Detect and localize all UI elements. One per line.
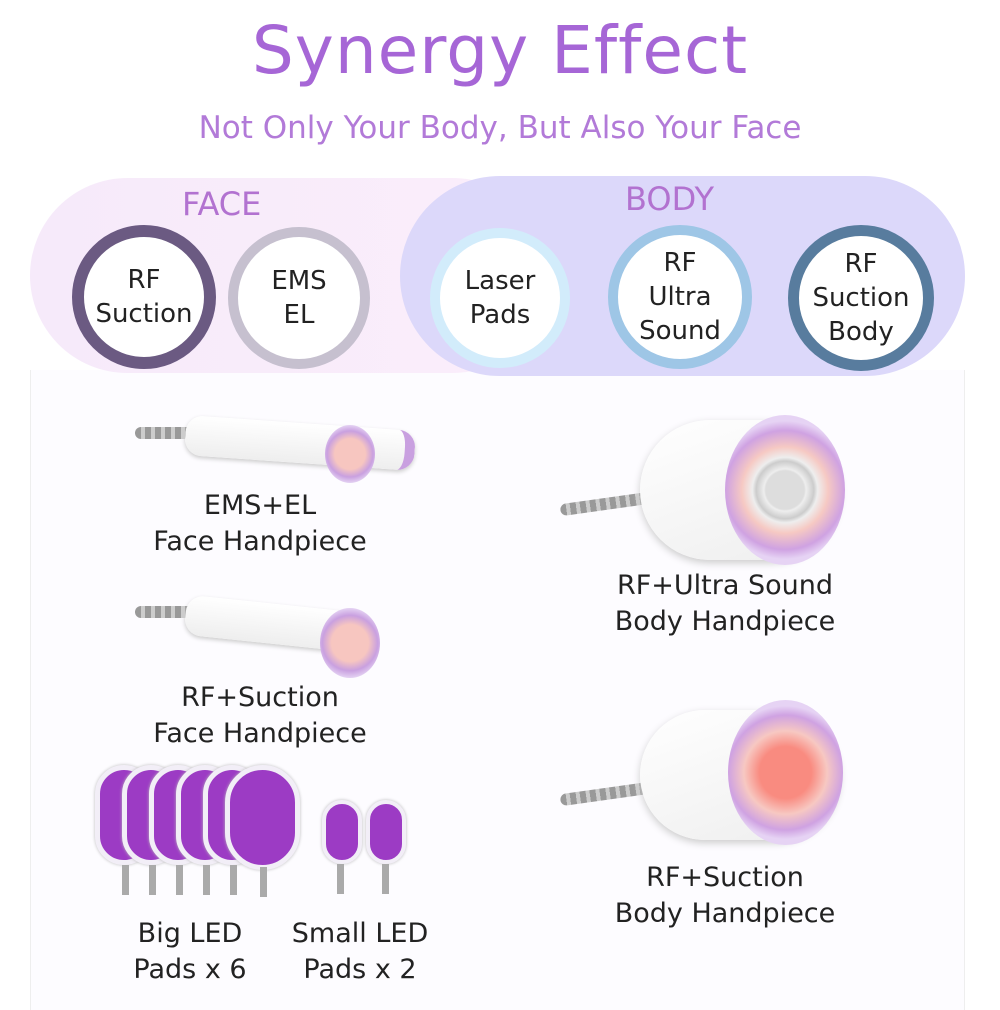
ems-el-face-handpiece-image [135,415,417,485]
rf-ultra-body-handpiece-image [559,410,850,570]
small-led-caption: Small LED Pads x 2 [291,918,429,985]
small-led-pad-image [322,800,362,864]
ems-el-face-caption: EMS+EL Face Handpiece [153,490,367,557]
feature-laser-pads: Laser Pads [430,228,570,368]
big-led-pads-image [95,765,325,905]
body-label: BODY [625,180,715,218]
big-led-caption: Big LED Pads x 6 [133,918,247,985]
rf-ultra-body-caption: RF+Ultra Sound Body Handpiece [614,570,836,637]
feature-rf-ultra-sound: RF Ultra Sound [608,225,752,369]
page-title: Synergy Effect [251,12,749,89]
rf-suction-body-handpiece-image [559,700,850,860]
feature-rf-suction-body: RF Suction Body [788,225,934,371]
rf-suction-face-handpiece-image [135,594,385,680]
feature-ems-el: EMS EL [228,227,370,369]
face-label: FACE [182,185,262,223]
rf-suction-body-caption: RF+Suction Body Handpiece [614,862,836,929]
page-subtitle: Not Only Your Body, But Also Your Face [198,110,802,146]
rf-suction-face-caption: RF+Suction Face Handpiece [153,682,367,749]
feature-rf-suction: RF Suction [72,225,216,369]
small-led-pad-image [366,800,406,864]
